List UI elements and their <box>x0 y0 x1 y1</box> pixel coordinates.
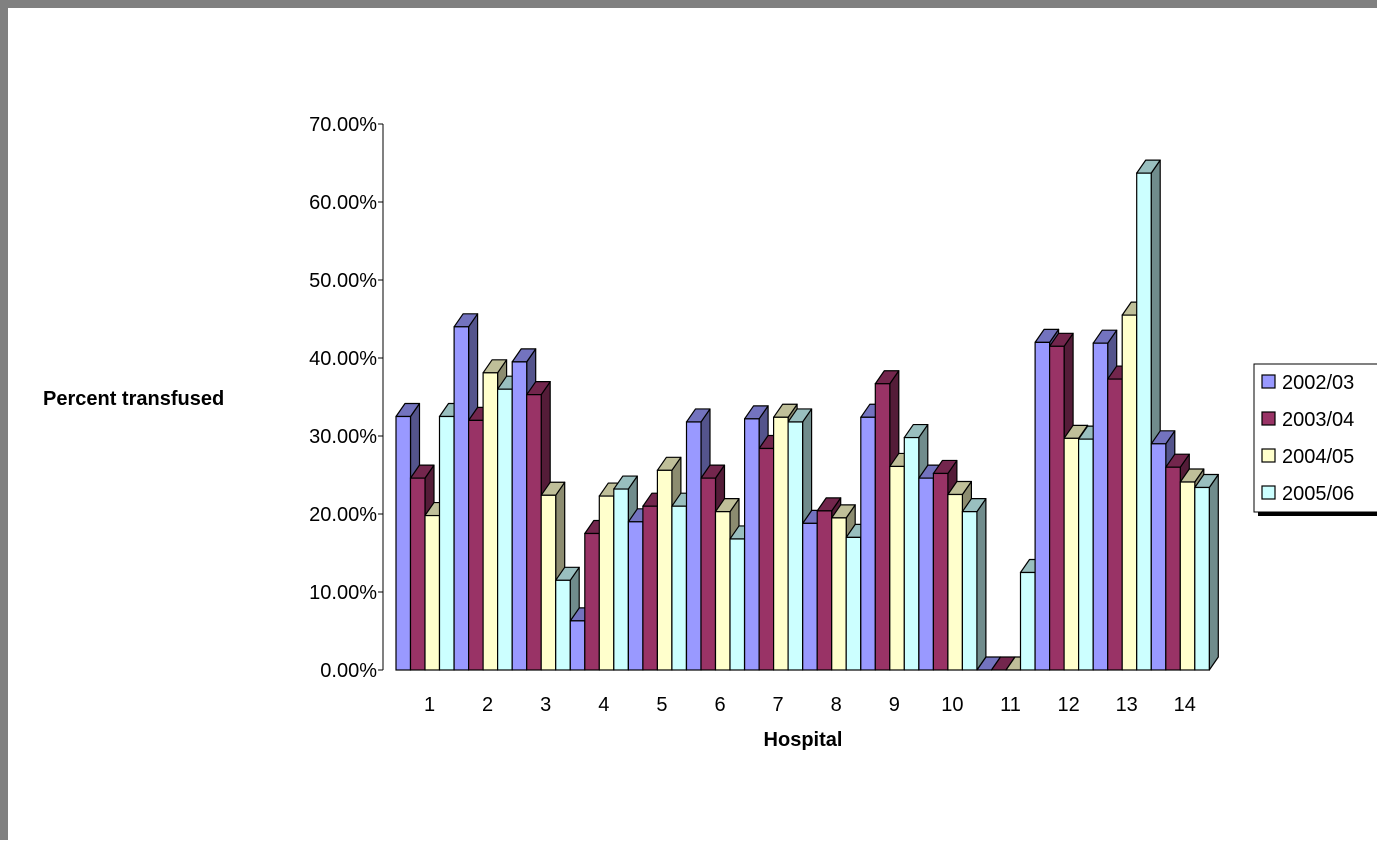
bars-layer <box>395 159 1219 671</box>
y-tick-label: 70.00% <box>309 114 377 136</box>
bar-front <box>961 511 978 671</box>
bar-front <box>482 372 499 671</box>
x-tick-label: 5 <box>656 694 667 716</box>
bar-front <box>1136 172 1152 671</box>
bar-side <box>976 498 987 671</box>
bar-front <box>613 488 629 671</box>
bar-front <box>511 361 528 671</box>
bar-front <box>743 418 760 671</box>
bar-front <box>1179 481 1196 671</box>
x-tick-label: 6 <box>714 694 725 716</box>
x-tick-label: 7 <box>773 694 784 716</box>
bar-2005-06-hospital-10 <box>961 498 987 671</box>
bar-front <box>526 394 542 671</box>
y-tick-label: 20.00% <box>309 504 377 526</box>
bar-front <box>1048 345 1065 671</box>
x-tick-label: 11 <box>1000 694 1021 716</box>
legend-label: 2003/04 <box>1282 409 1354 431</box>
legend: 2002/03 2003/04 2004/05 2005/06 <box>1253 363 1377 516</box>
bar-front <box>787 421 804 671</box>
y-tick-label: 60.00% <box>309 192 377 214</box>
x-tick-label: 9 <box>889 694 900 716</box>
bar-front <box>1092 342 1109 671</box>
bar-front <box>831 517 847 671</box>
bar-front <box>1063 437 1080 671</box>
bar-front <box>874 383 891 671</box>
bar-front <box>598 495 615 671</box>
x-tick-label: 14 <box>1174 694 1196 716</box>
bar-side <box>1208 473 1219 671</box>
x-tick-label: 10 <box>941 694 963 716</box>
bar-front <box>1165 466 1181 671</box>
bar-front <box>642 505 659 671</box>
y-axis-title: Percent transfused <box>43 388 224 410</box>
bar-front <box>816 510 833 671</box>
y-axis: 0.00% 10.00% 20.00% 30.00% 40.00% 50.00% 60.00… <box>309 114 384 682</box>
bar-front <box>627 521 644 671</box>
legend-swatch <box>1261 485 1276 500</box>
bar-front <box>889 465 905 671</box>
bar-front <box>1150 443 1167 671</box>
legend-swatch <box>1261 374 1276 389</box>
bar-front <box>656 469 673 671</box>
bar-front <box>438 415 455 671</box>
bar-2005-06-hospital-14 <box>1194 473 1219 671</box>
bar-front <box>584 532 600 671</box>
y-tick-label: 30.00% <box>309 426 377 448</box>
bar-front <box>1034 341 1051 671</box>
y-tick-label: 50.00% <box>309 270 377 292</box>
bar-front <box>1121 314 1138 671</box>
x-tick-label: 4 <box>598 694 609 716</box>
bar-front <box>1077 438 1094 671</box>
y-tick-label: 40.00% <box>309 348 377 370</box>
bar-front <box>1019 571 1036 671</box>
bar-front <box>714 511 731 671</box>
bar-chart: 0.00% 10.00% 20.00% 30.00% 40.00% 50.00% 60.00… <box>43 114 1377 751</box>
bar-front <box>395 415 412 671</box>
bar-front <box>424 514 441 671</box>
x-tick-label: 2 <box>482 694 493 716</box>
bar-front <box>555 579 571 671</box>
y-tick-label: 10.00% <box>309 582 377 604</box>
bar-front <box>802 522 818 671</box>
x-tick-label: 12 <box>1057 694 1079 716</box>
bar-front <box>918 477 935 671</box>
x-tick-label: 1 <box>424 694 435 716</box>
x-tick-label: 3 <box>540 694 551 716</box>
y-tick-label: 0.00% <box>320 660 377 682</box>
bar-front <box>860 416 876 671</box>
bar-front <box>468 419 484 671</box>
bar-front <box>685 421 702 671</box>
bar-front <box>540 494 557 671</box>
bar-front <box>700 477 717 671</box>
bar-front <box>845 536 862 671</box>
bar-front <box>1194 486 1210 671</box>
bar-front <box>453 326 470 671</box>
bar-front <box>772 416 789 671</box>
legend-label: 2004/05 <box>1282 446 1354 468</box>
legend-label: 2005/06 <box>1282 483 1354 505</box>
bar-front <box>932 472 949 671</box>
bar-front <box>729 538 746 671</box>
bar-front <box>903 436 920 671</box>
bar-front <box>671 505 688 671</box>
bar-front <box>1107 378 1123 671</box>
bar-front <box>947 493 964 671</box>
bar-front <box>569 620 586 671</box>
legend-swatch <box>1261 411 1276 426</box>
legend-swatch <box>1261 448 1276 463</box>
x-tick-label: 13 <box>1116 694 1138 716</box>
bar-front <box>409 477 426 671</box>
x-axis-title: Hospital <box>764 729 843 751</box>
bar-front <box>758 447 775 671</box>
legend-label: 2002/03 <box>1282 372 1354 394</box>
bar-front <box>497 388 513 671</box>
x-tick-label: 8 <box>831 694 842 716</box>
x-axis-ticks: 1 2 3 4 5 6 7 8 9 10 11 12 13 14 <box>424 694 1196 716</box>
